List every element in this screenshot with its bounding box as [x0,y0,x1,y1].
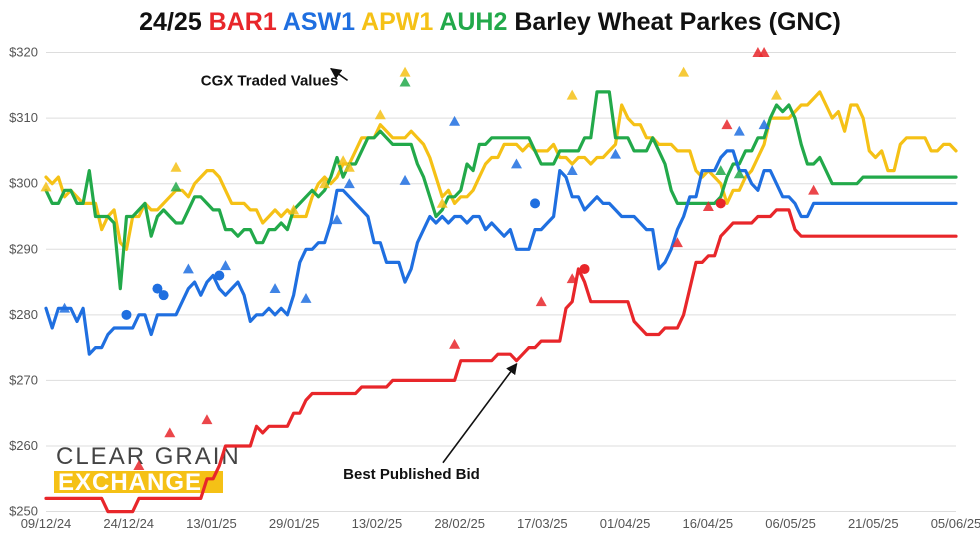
marker-triangle-apw1 [436,197,448,208]
x-tick-label: 01/04/25 [600,516,651,531]
y-tick-label: $260 [9,438,38,453]
marker-triangle-apw1 [399,66,411,77]
x-tick-label: 28/02/25 [434,516,485,531]
logo-top-text: CLEAR GRAIN [56,443,241,470]
marker-triangle-apw1 [770,89,782,100]
series-lines [44,90,958,514]
marker-triangle-asw1 [399,174,411,185]
y-tick-label: $280 [9,307,38,322]
marker-triangle-apw1 [170,161,182,172]
marker-triangle-asw1 [510,158,522,169]
annotation-label-1: Best Published Bid [343,466,480,483]
x-tick-label: 16/04/25 [683,516,734,531]
annotation-label-0: CGX Traded Values [201,72,339,89]
marker-triangle-bar1 [535,296,547,307]
marker-triangle-asw1 [269,283,281,294]
series-line-apw1 [44,90,958,251]
clear-grain-exchange-logo: CLEAR GRAIN EXCHANGE [54,443,241,496]
x-tick-label: 06/05/25 [765,516,816,531]
marker-triangle-bar1 [758,47,770,57]
marker-triangle-asw1 [610,148,622,159]
marker-triangle-asw1 [59,302,71,313]
x-tick-label: 21/05/25 [848,516,899,531]
marker-triangle-apw1 [343,161,355,172]
marker-triangle-asw1 [343,178,355,189]
marker-triangle-bar1 [133,460,145,471]
marker-triangle-bar1 [721,119,733,130]
title-part-8: Barley Wheat Parkes (GNC) [507,8,840,36]
marker-triangle-asw1 [220,260,232,271]
x-tick-label: 09/12/24 [21,516,72,531]
y-tick-label: $270 [9,372,38,387]
logo-bottom-text: EXCHANGE [58,469,202,496]
title-part-1: BAR1 [209,8,277,36]
marker-triangle-bar1 [702,201,714,212]
marker-triangle-bar1 [164,427,176,438]
marker-triangle-apw1 [337,155,349,166]
marker-triangle-bar1 [808,184,820,195]
series-line-auh2 [44,90,958,291]
marker-circle-asw1 [121,309,132,320]
marker-circle-asw1 [530,198,541,209]
y-tick-label: $300 [9,176,38,191]
marker-circle-asw1 [152,283,163,294]
marker-circle-asw1 [214,270,225,281]
marker-triangle-asw1 [300,292,312,303]
annotation-arrow-1 [442,362,518,464]
marker-triangle-apw1 [288,204,300,215]
y-tick-label: $320 [9,45,38,60]
marker-triangle-apw1 [566,89,578,100]
marker-triangle-asw1 [733,125,745,136]
chart-title: 24/25 BAR1 ASW1 APW1 AUH2 Barley Wheat P… [139,8,841,36]
annotations: CGX Traded Values Best Published Bid [201,68,518,483]
marker-triangle-asw1 [331,214,343,225]
x-tick-label: 17/03/25 [517,516,568,531]
marker-circle-bar1 [579,263,590,274]
title-part-5: APW1 [361,8,433,36]
marker-triangle-asw1 [758,119,770,130]
title-part-3: ASW1 [283,8,355,36]
marker-triangle-apw1 [319,178,331,189]
y-tick-label: $250 [9,504,38,519]
x-axis: 09/12/24 24/12/24 13/01/25 29/01/25 13/02/25… [21,516,980,531]
annotation-arrow-0 [330,68,349,81]
series-line-asw1 [44,149,958,356]
marker-triangle-asw1 [449,115,461,126]
marker-triangle-auh2 [399,76,411,87]
marker-triangle-apw1 [678,66,690,77]
marker-triangle-auh2 [715,165,727,175]
marker-triangle-asw1 [566,165,578,175]
logo-bottom-band [54,471,223,493]
x-tick-label: 24/12/24 [103,516,154,531]
x-tick-label: 29/01/25 [269,516,320,531]
y-tick-label: $290 [9,241,38,256]
title-part-0: 24/25 [139,8,209,36]
y-axis: $250 $260 $270 $280 $290 $300 $310 $320 [9,45,38,519]
series-line-bar1 [44,208,958,514]
marker-triangle-bar1 [449,338,461,349]
traded-markers [40,47,820,471]
marker-circle-bar1 [715,198,726,209]
x-tick-label: 05/06/25 [931,516,980,531]
marker-triangle-asw1 [182,263,194,274]
x-tick-label: 13/01/25 [186,516,237,531]
marker-triangle-auh2 [170,181,182,192]
marker-triangle-bar1 [201,414,213,425]
x-tick-label: 13/02/25 [352,516,403,531]
marker-triangle-apw1 [374,109,386,120]
y-tick-label: $310 [9,110,38,125]
marker-circle-asw1 [158,290,169,301]
gridlines [46,52,956,513]
title-part-7: AUH2 [439,8,507,36]
marker-triangle-auh2 [733,168,745,179]
marker-triangle-apw1 [40,181,52,192]
marker-triangle-bar1 [566,273,578,284]
marker-triangle-bar1 [671,237,683,248]
